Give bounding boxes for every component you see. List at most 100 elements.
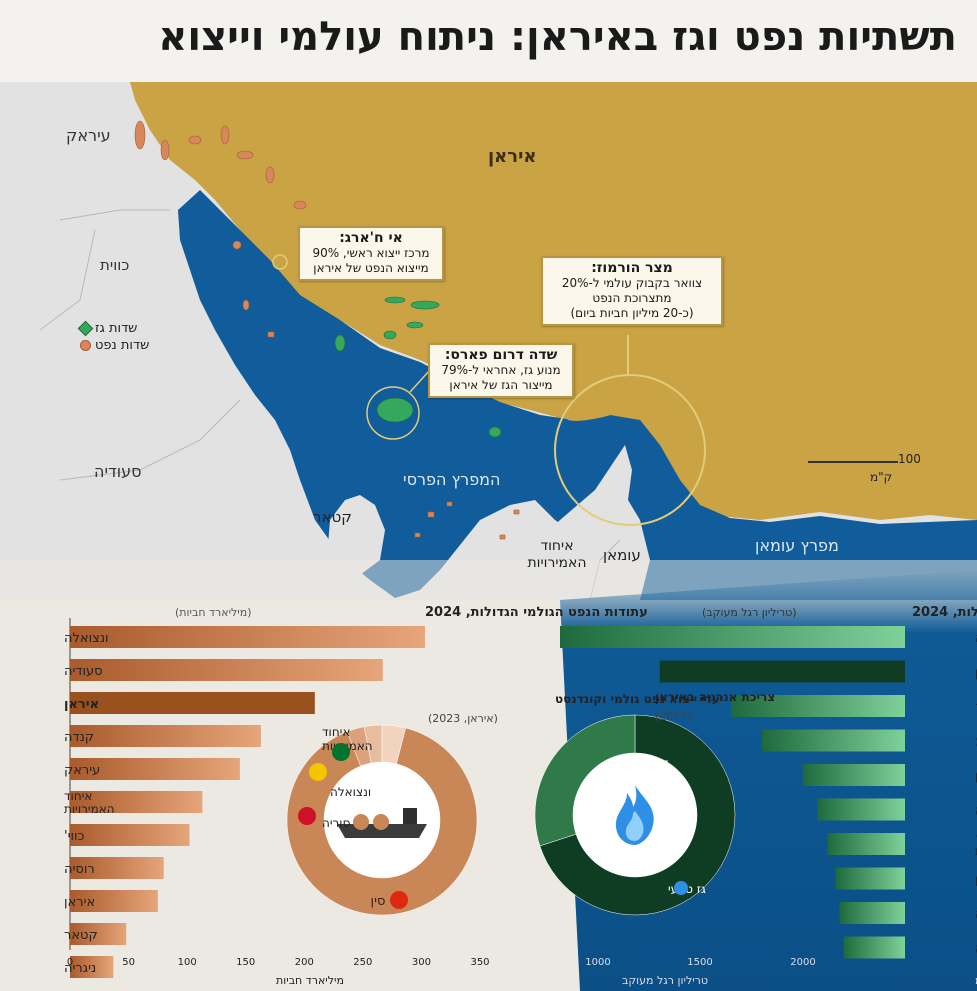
oil-bar xyxy=(70,725,261,747)
gas-axis-label: טריליון רגל מעוקב xyxy=(622,974,708,987)
oil-tick-label: 50 xyxy=(122,957,135,968)
gas-bar-label: איראן xyxy=(975,666,977,681)
map-label-iraq: עיראק xyxy=(66,126,111,145)
legend-oil-swatch xyxy=(80,340,91,351)
oil-bar xyxy=(70,956,114,978)
gas-bar xyxy=(827,833,905,855)
oil-axis-label: מיליארד חביות xyxy=(276,974,344,987)
oil-bar xyxy=(70,692,315,714)
oil-bar xyxy=(70,890,158,912)
syria-flag-icon xyxy=(298,807,316,825)
gas-bar-label: איחוד xyxy=(975,831,977,845)
consumption-label: דלק נוזלי xyxy=(621,756,669,770)
export-label: סין xyxy=(371,894,386,909)
map-label-kuwait: כווית xyxy=(100,256,130,274)
map-legend: שדות גז שדות נפט xyxy=(77,320,149,353)
oil-bar xyxy=(70,659,383,681)
gas-chart-subtitle: (טריליון רגל מעוקב) xyxy=(702,606,797,619)
scale-note: קנה מידה 100 ק"מ xyxy=(975,974,977,987)
export-label: ונצואלה xyxy=(330,785,371,799)
map-label-saudi: סעודיה xyxy=(94,462,142,481)
oil-tick-label: 150 xyxy=(236,957,255,968)
gas-bar xyxy=(659,660,905,683)
oil-bar-label: קטאר xyxy=(64,928,98,943)
callout-south-pars-title: שדה דרום פארס: xyxy=(444,347,558,363)
oil-bar-label: ניגריה xyxy=(64,961,96,976)
gas-bar xyxy=(839,902,905,924)
oil-bar-label: איראן xyxy=(64,697,99,712)
border-lines xyxy=(39,209,621,601)
callout-hormuz-line2: מתצרוכת הנפט xyxy=(592,291,672,305)
legend-gas-label: שדות גז xyxy=(95,321,138,336)
hormuz-highlight xyxy=(554,374,706,526)
oil-tick-label: 350 xyxy=(470,957,489,968)
callout-hormuz-line1: צוואר בקבוק עולמי ל-20% xyxy=(561,276,703,290)
map-scale-value: 100 xyxy=(898,452,921,466)
tanker-bridge xyxy=(403,808,417,824)
south-pars-highlight xyxy=(366,386,420,440)
export-chart-subtitle: (איראן, 2023) xyxy=(428,712,498,725)
page-title: תשתיות נפט וגז באיראן: ניתוח עולמי וייצו… xyxy=(158,14,957,60)
callout-hormuz-title: מצר הורמוז: xyxy=(591,260,673,276)
export-label: איחוד xyxy=(322,725,350,739)
qatar-land xyxy=(328,495,385,575)
tanker-tank xyxy=(353,814,369,830)
map-label-qatar: קטאר xyxy=(313,508,352,526)
consumption-chart-title: צריכת אנרגיה באיראן xyxy=(655,690,775,704)
uae-flag-icon xyxy=(332,743,350,761)
persian-gulf-sea xyxy=(178,190,977,600)
gas-bar-label: ארה"ב xyxy=(975,735,977,750)
gas-bar-label: טורקמניסטן xyxy=(975,769,977,784)
oil-chart-subtitle: (מיליארד חביות) xyxy=(175,606,252,619)
flame-icon xyxy=(615,785,654,845)
gas-bar xyxy=(761,729,905,752)
kharg-highlight xyxy=(272,254,288,270)
oil-bar-label: ונצואלה xyxy=(64,631,109,646)
callout-south-pars-line1: מנוע גז, אחראי ל-79% xyxy=(441,363,561,377)
oil-bar-label: עיראק xyxy=(64,763,100,778)
callout-kharg-line2: מייצוא הנפט של איראן xyxy=(313,261,429,275)
callout-south-pars-line2: מייצור הגז של איראן xyxy=(449,378,553,392)
oil-fields xyxy=(134,120,520,540)
gas-bar-label: ונצואלה xyxy=(975,942,977,957)
oil-bar-label: כווי' xyxy=(64,829,85,844)
map-label-iran: איראן xyxy=(488,146,537,167)
oil-chart-title: עתודות הנפט הגולמי הגדולות, 2024 xyxy=(425,605,648,620)
gas-bar xyxy=(817,798,905,821)
venezuela-flag-icon xyxy=(309,763,327,781)
gas-tick-label: 1500 xyxy=(687,957,712,968)
title-bar: תשתיות נפט וגז באיראן: ניתוח עולמי וייצו… xyxy=(0,0,977,82)
oil-bar-label: סעודיה xyxy=(64,664,103,679)
export-label: סוריה xyxy=(322,816,351,830)
gas-bar xyxy=(843,936,905,959)
gas-fields xyxy=(334,296,502,438)
gas-tick-label: 2000 xyxy=(790,957,815,968)
oil-bar-label: האמירויות xyxy=(64,802,115,816)
map-label-gulf-of-oman: מפרץ עומאן xyxy=(755,536,839,555)
gas-drop-icon xyxy=(674,881,688,895)
gas-chart-title: עתודות הגז הטבעי הגדולות, 2024 xyxy=(912,605,977,620)
oil-tick-label: 200 xyxy=(295,957,314,968)
oil-bar-label: רוסיה xyxy=(64,862,95,877)
oil-bar-label: איראן xyxy=(64,895,95,910)
callout-hormuz-line3: (כ-20 מיליון חביות ביום) xyxy=(570,306,694,320)
consumption-chart-subtitle: (2022) xyxy=(655,710,692,723)
gas-bar-label: סעודיה xyxy=(975,804,977,819)
flame-inner xyxy=(625,811,644,841)
oil-bar xyxy=(70,857,164,879)
oil-bar xyxy=(70,758,240,780)
callout-kharg-title: אי ח'ארג: xyxy=(339,230,403,246)
oil-bar xyxy=(70,626,425,648)
oil-tick-label: 250 xyxy=(353,957,372,968)
map-label-persian-gulf: המפרץ הפרסי xyxy=(403,470,501,489)
oil-bar xyxy=(70,791,203,813)
oil-tick-label: 100 xyxy=(178,957,197,968)
map-label-uae: איחוד האמירויות xyxy=(527,538,587,571)
oil-tick-label: 300 xyxy=(412,957,431,968)
gas-bar-label: האמירויות xyxy=(975,844,977,858)
gas-bar-label: קסאר xyxy=(975,700,977,715)
callout-south-pars: שדה דרום פארס: מנוע גז, אחראי ל-79% מייצ… xyxy=(428,343,574,398)
oil-bar xyxy=(70,923,127,945)
export-chart-title: יעדי ייצוא נפט גולמי וקונדנסט xyxy=(555,692,723,706)
